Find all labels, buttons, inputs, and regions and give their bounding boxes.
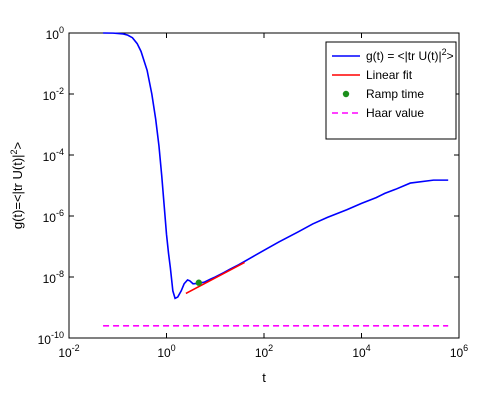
y-tick-label: 10-10 xyxy=(38,330,64,347)
legend-label: Haar value xyxy=(366,106,424,120)
ramp-time-marker xyxy=(195,279,203,286)
x-tick-label: 100 xyxy=(157,343,175,360)
legend-box xyxy=(325,41,457,140)
x-tick-label: 106 xyxy=(450,343,468,360)
y-tick-label: 10-2 xyxy=(43,86,64,103)
series-layer xyxy=(103,32,449,327)
y-tick-label: 10-4 xyxy=(43,147,64,164)
y-tick-label: 100 xyxy=(46,25,64,42)
legend-swatch-ramp-time xyxy=(342,90,350,98)
y-tick-label: 10-6 xyxy=(43,208,64,225)
axis-ticks: 10-2 100 102 104 106 10-10 10-8 10-6 10-4 10-2 100 xyxy=(38,25,469,360)
legend-label: Linear fit xyxy=(366,68,413,82)
legend-label: g(t) = <|tr U(t)|2> xyxy=(366,47,454,63)
x-axis-label: t xyxy=(262,370,266,385)
linear-fit-line xyxy=(185,261,245,295)
legend: g(t) = <|tr U(t)|2> Linear fit Ramp time Ha… xyxy=(325,41,457,140)
g-of-t-curve xyxy=(103,32,449,300)
x-tick-label: 102 xyxy=(255,343,273,360)
legend-label: Ramp time xyxy=(366,87,424,101)
x-tick-label: 104 xyxy=(352,343,370,360)
y-axis-label: g(t)=<|tr U(t)|2> xyxy=(9,142,25,229)
x-tick-label: 10-2 xyxy=(58,343,79,360)
y-tick-label: 10-8 xyxy=(43,269,64,286)
